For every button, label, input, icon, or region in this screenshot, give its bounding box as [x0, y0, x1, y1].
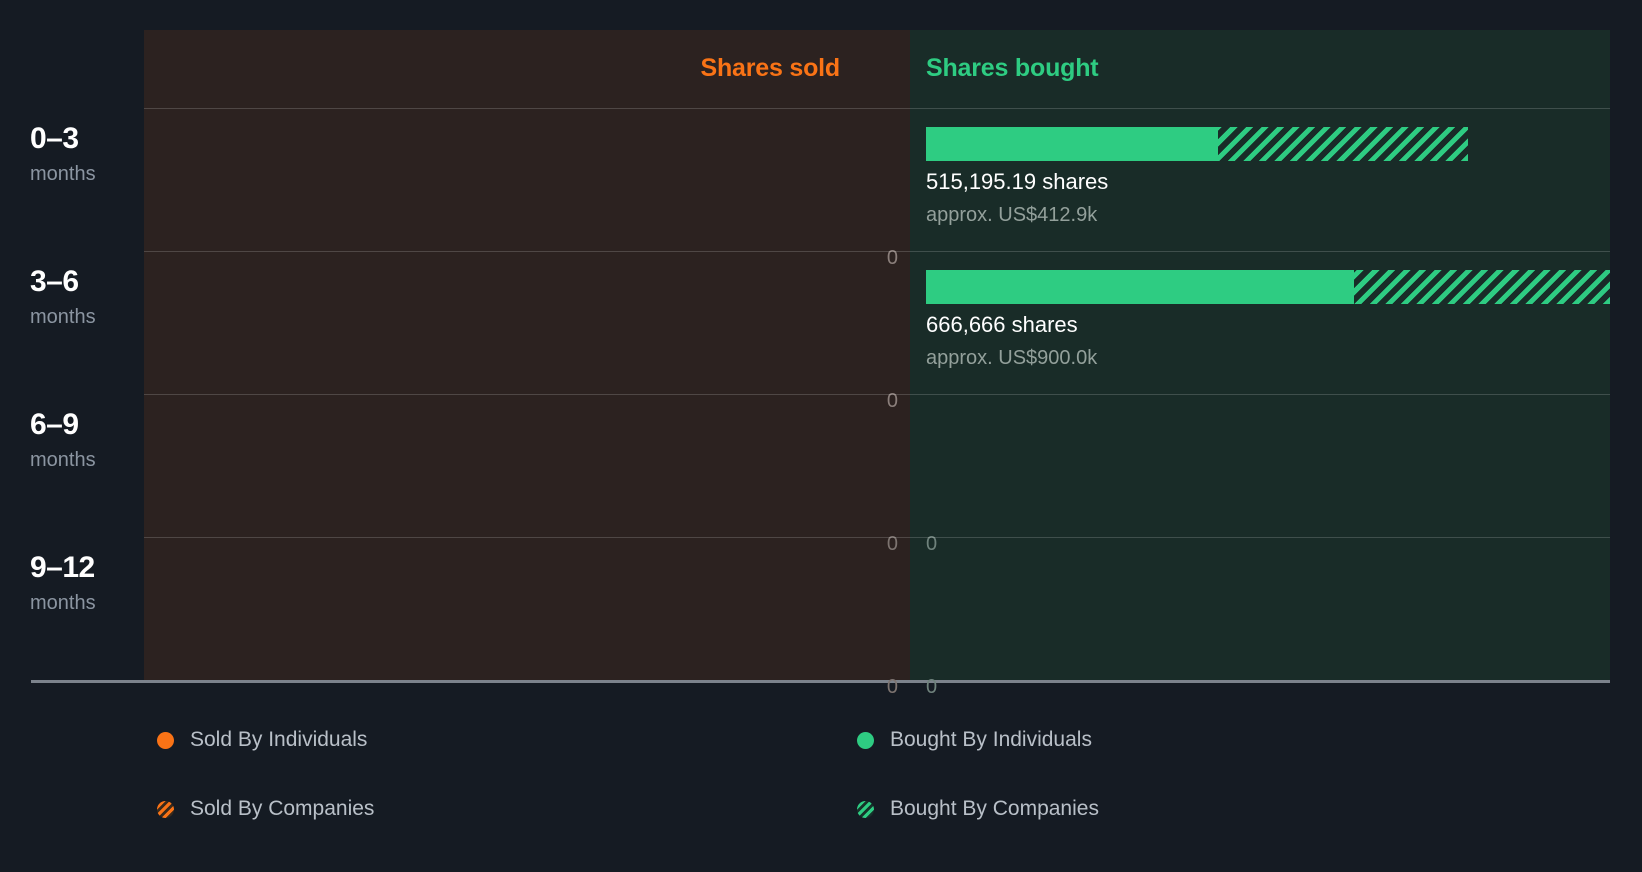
bought-bar [926, 270, 1610, 304]
row-unit-label: months [30, 162, 96, 185]
bought-approx-value: approx. US$900.0k [926, 347, 1098, 369]
bar-segment-companies [1354, 270, 1610, 304]
bought-shares-value: 0 [926, 533, 938, 555]
row-label-6-9-months: 6–9 months [30, 409, 140, 472]
table-row: 6–9 months 0 0 [30, 394, 1610, 555]
bought-zone: 0 [910, 538, 1610, 698]
legend-item-bought-by-individuals[interactable]: Bought By Individuals [857, 728, 1092, 752]
bought-zone: 0 [910, 395, 1610, 555]
circle-hatched-green-icon [857, 800, 874, 818]
row-label-3-6-months: 3–6 months [30, 266, 140, 329]
circle-solid-green-icon [857, 731, 874, 749]
sold-value: 0 [886, 390, 898, 412]
row-unit-label: months [30, 305, 96, 328]
bought-shares-value: 666,666 shares [926, 312, 1078, 337]
circle-solid-orange-icon [157, 731, 174, 749]
row-range-label: 3–6 [30, 265, 79, 298]
row-label-9-12-months: 9–12 months [30, 552, 140, 615]
row-unit-label: months [30, 591, 96, 614]
chart-plot-area: Shares sold Shares bought 0–3 months 0 5… [30, 30, 1610, 698]
row-range-label: 6–9 [30, 408, 79, 441]
sold-value: 0 [886, 676, 898, 698]
legend-item-sold-by-individuals[interactable]: Sold By Individuals [157, 728, 367, 752]
shares-sold-column-background [144, 30, 910, 680]
chart-column-headers: Shares sold Shares bought [144, 30, 1610, 108]
table-row: 9–12 months 0 0 [30, 537, 1610, 698]
bar-segment-companies [1218, 127, 1468, 161]
bought-approx-value: approx. US$412.9k [926, 204, 1098, 226]
shares-bought-header: Shares bought [926, 54, 1099, 82]
row-range-label: 0–3 [30, 122, 79, 155]
legend-item-sold-by-companies[interactable]: Sold By Companies [157, 797, 374, 821]
bought-shares-value: 515,195.19 shares [926, 169, 1109, 194]
bought-zone: 666,666 shares approx. US$900.0k [910, 252, 1610, 394]
row-range-label: 9–12 [30, 551, 95, 584]
row-label-0-3-months: 0–3 months [30, 123, 140, 186]
legend-label: Sold By Companies [190, 797, 375, 820]
chart-rows: 0–3 months 0 515,195.19 shares approx. U… [30, 108, 1610, 698]
bought-bar [926, 127, 1468, 161]
bought-zone: 515,195.19 shares approx. US$412.9k [910, 109, 1610, 251]
table-row: 3–6 months 0 666,666 shares approx. US$9… [30, 251, 1610, 412]
sold-value: 0 [886, 533, 898, 555]
legend-label: Bought By Individuals [890, 728, 1092, 751]
circle-hatched-orange-icon [157, 800, 174, 818]
bar-segment-individuals [926, 270, 1354, 304]
bar-segment-individuals [926, 127, 1218, 161]
bought-shares-value: 0 [926, 676, 938, 698]
legend-label: Sold By Individuals [190, 728, 368, 751]
chart-baseline-axis [31, 680, 1610, 683]
shares-sold-header: Shares sold [700, 54, 840, 82]
legend-item-bought-by-companies[interactable]: Bought By Companies [857, 797, 1099, 821]
chart-legend: Sold By Individuals Sold By Companies Bo… [0, 728, 1642, 858]
legend-label: Bought By Companies [890, 797, 1099, 820]
table-row: 0–3 months 0 515,195.19 shares approx. U… [30, 108, 1610, 269]
row-unit-label: months [30, 448, 96, 471]
sold-value: 0 [886, 247, 898, 269]
